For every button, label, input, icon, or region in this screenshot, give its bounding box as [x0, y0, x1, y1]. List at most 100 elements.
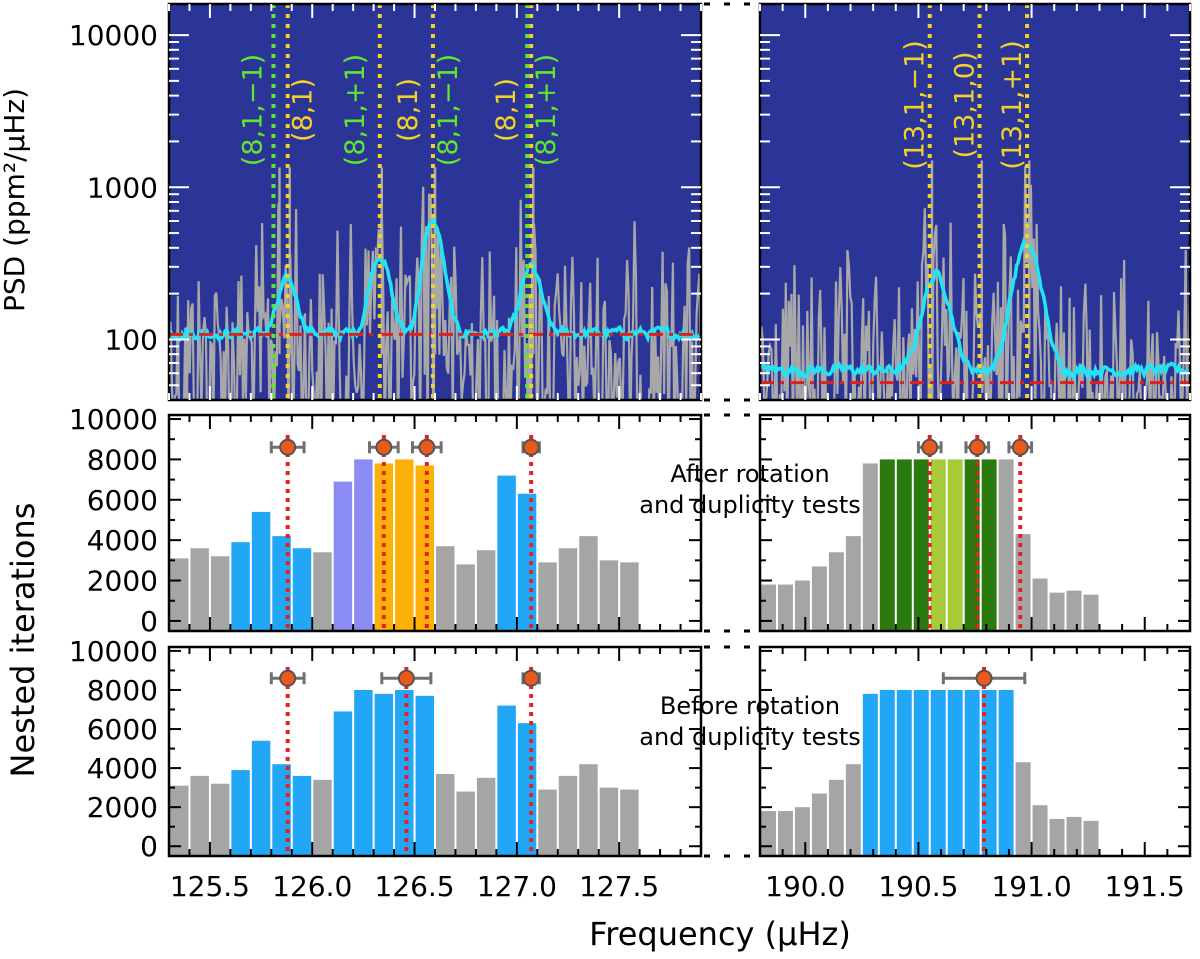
panel-backgrounds — [169, 4, 1190, 400]
x-tick-label: 127.5 — [579, 870, 659, 903]
histogram-bar — [845, 764, 861, 856]
histogram-bar — [374, 693, 394, 856]
histogram-bar — [794, 807, 810, 856]
histogram-bar — [354, 459, 373, 631]
histogram-bar — [231, 770, 250, 856]
histogram-bar — [761, 811, 776, 856]
histogram-bar — [558, 775, 578, 856]
histogram-bar — [964, 689, 980, 856]
smoothed-psd-line — [169, 215, 701, 344]
histogram-bar — [620, 562, 639, 631]
estimate-marker — [921, 438, 939, 456]
histogram-bar — [190, 775, 209, 856]
mode-label: (8,1,−1) — [237, 54, 268, 166]
mode-label: (8,1,+1) — [340, 54, 371, 166]
psd-data-group: (13,1,−1) (13,1,0) (13,1,+1) — [760, 4, 1190, 400]
x-tick-label: 126.5 — [374, 870, 454, 903]
histogram-bar — [579, 764, 598, 856]
histogram-bar — [251, 740, 271, 856]
histogram-bar — [558, 548, 578, 631]
histogram-bar — [794, 580, 810, 631]
histogram-bar — [456, 791, 475, 856]
x-tick-label: 127.0 — [477, 870, 557, 903]
histogram-bar — [1066, 816, 1082, 856]
mode-label: (8,1) — [491, 78, 522, 142]
smoothed-psd-line — [760, 236, 1190, 382]
histogram-bar — [210, 783, 230, 856]
mode-label: (13,1,0) — [950, 52, 981, 159]
histogram-bar — [170, 785, 189, 856]
histogram-bar — [913, 459, 929, 631]
histogram-bar — [436, 773, 455, 856]
histogram-y-tick-label: 2000 — [87, 791, 158, 824]
histogram-bar — [538, 562, 557, 631]
psd-y-tick-label: 1000 — [87, 171, 158, 204]
histogram-y-tick-label: 4000 — [87, 524, 158, 557]
estimate-marker — [1011, 438, 1029, 456]
estimate-marker — [975, 669, 993, 687]
histogram-bar — [947, 689, 963, 856]
mode-label: (8,1,−1) — [433, 54, 464, 166]
psd-y-tick-label: 100 — [105, 323, 158, 356]
x-tick-label: 126.0 — [272, 870, 352, 903]
histogram-bar — [1066, 590, 1082, 631]
histogram-bar — [170, 558, 189, 631]
axes: 1001000100000200040006000800010000After … — [69, 2, 1192, 903]
mode-label: (8,1,+1) — [531, 54, 562, 166]
histogram-y-tick-label: 6000 — [87, 484, 158, 517]
labels: Frequency (μHz) PSD (ppm²/μHz) Nested it… — [0, 88, 851, 953]
estimate-marker — [968, 438, 986, 456]
histogram-bar — [620, 789, 639, 856]
histogram-bar — [251, 511, 271, 631]
panel-annotation: After rotation — [670, 460, 829, 488]
histogram-panel-frame — [758, 645, 1192, 858]
psd-y-tick-label: 10000 — [69, 19, 158, 52]
histogram-bar — [828, 779, 844, 856]
histogram-bar — [210, 556, 230, 631]
histogram-bar — [395, 459, 414, 631]
histogram-bar — [333, 481, 353, 631]
histogram-bar — [415, 465, 434, 631]
histogram-y-tick-label: 4000 — [87, 752, 158, 785]
estimate-marker — [279, 438, 297, 456]
histogram-bar — [497, 475, 516, 631]
psd-data-group: (8,1,−1) (8,1) (8,1,+1) (8,1) (8,1,−1) (8,1) (… — [169, 4, 701, 400]
data-marks: (8,1,−1) (8,1) (8,1,+1) (8,1) (8,1,−1) (8,1) (… — [169, 4, 1190, 856]
histogram-bar — [395, 689, 414, 856]
histogram-bar — [313, 779, 332, 856]
histogram-bar — [1083, 594, 1099, 631]
histogram-y-tick-label: 2000 — [87, 565, 158, 598]
mode-label: (13,1,+1) — [997, 40, 1028, 170]
histogram-bar — [896, 689, 912, 856]
x-tick-label: 190.5 — [878, 870, 958, 903]
mode-label: (8,1) — [393, 78, 424, 142]
histogram-bar — [862, 693, 878, 856]
histogram-bar — [761, 584, 776, 631]
histogram-bar — [476, 550, 496, 631]
histogram-bar — [811, 793, 827, 856]
estimate-marker — [375, 438, 393, 456]
histogram-bar — [374, 463, 394, 631]
histogram-bar — [190, 548, 209, 631]
histogram-y-tick-label: 0 — [140, 605, 158, 638]
estimate-marker — [522, 438, 540, 456]
histogram-bar — [998, 459, 1014, 631]
histogram-bar — [456, 564, 475, 631]
histogram-bar — [1083, 820, 1099, 856]
histogram-bar — [930, 689, 946, 856]
histogram-panel-frame — [758, 413, 1192, 633]
x-tick-label: 191.0 — [991, 870, 1071, 903]
histogram-bar — [913, 689, 929, 856]
psd-y-axis-label: PSD (ppm²/μHz) — [0, 88, 31, 312]
histogram-bar — [354, 689, 373, 856]
histogram-bar — [896, 459, 912, 631]
iterations-y-axis-label: Nested iterations — [4, 503, 42, 778]
mode-label: (8,1) — [288, 78, 319, 142]
histogram-bar — [930, 459, 946, 631]
histogram-bar — [415, 695, 434, 856]
histogram-bar — [599, 787, 619, 856]
x-tick-label: 125.5 — [170, 870, 250, 903]
panel-annotation: Before rotation — [660, 692, 840, 720]
histogram-bar — [828, 552, 844, 631]
